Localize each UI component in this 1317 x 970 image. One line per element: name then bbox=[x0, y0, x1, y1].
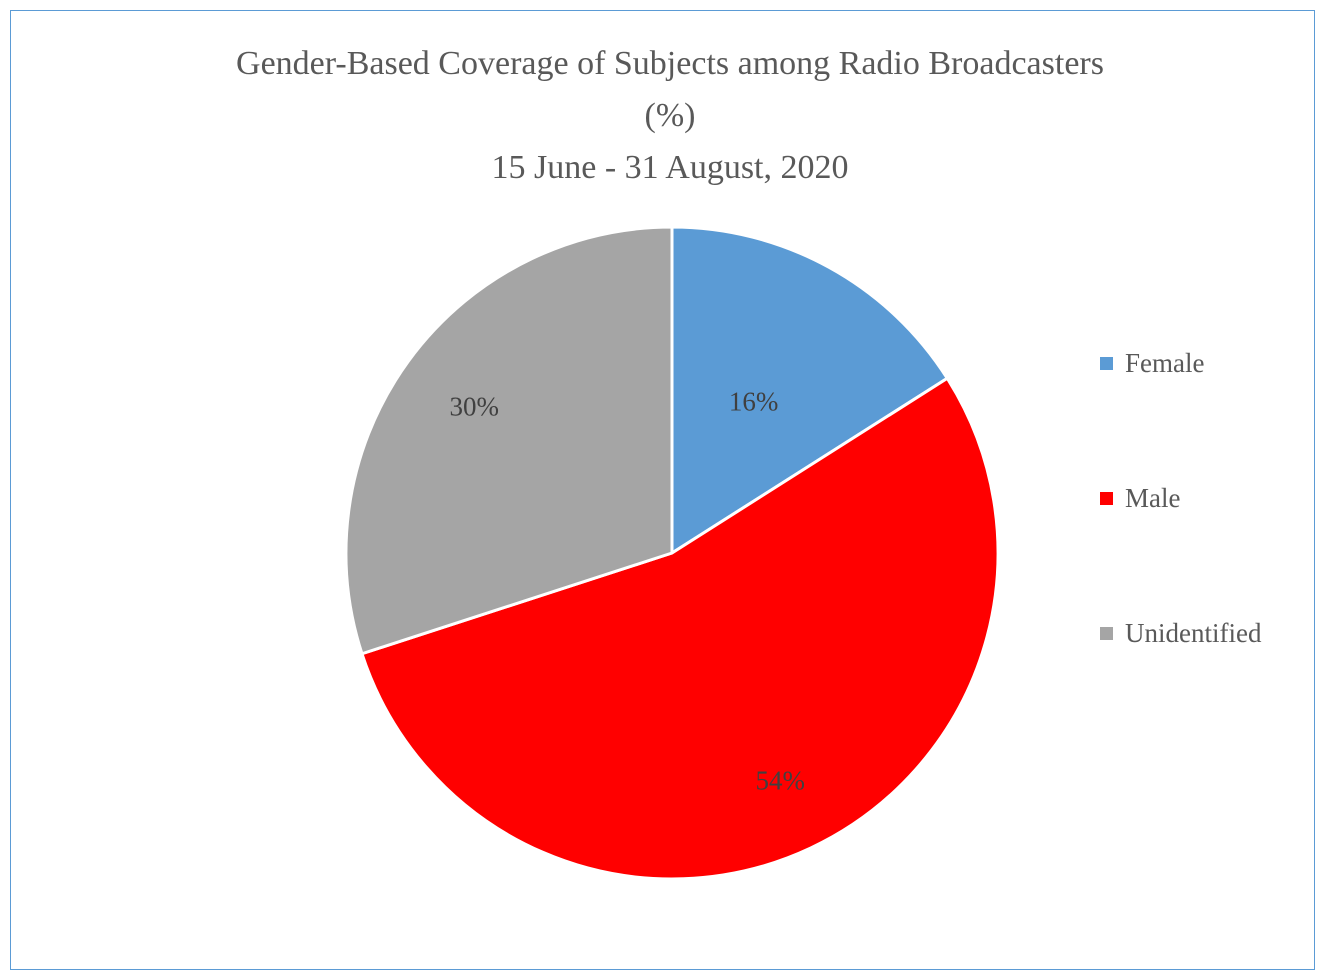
legend-item-unidentified: Unidentified bbox=[1100, 618, 1261, 649]
data-label-male: 54% bbox=[756, 765, 806, 795]
legend-swatch-female bbox=[1100, 357, 1113, 370]
chart-title-line-1: Gender-Based Coverage of Subjects among … bbox=[236, 45, 1104, 82]
data-label-unidentified: 30% bbox=[449, 391, 499, 421]
pie-slice-female bbox=[670, 225, 949, 555]
legend-swatch-unidentified bbox=[1100, 627, 1113, 640]
pie-slice-male bbox=[360, 376, 1000, 881]
legend-item-female: Female bbox=[1100, 348, 1204, 379]
chart-title-line-3: 15 June - 31 August, 2020 bbox=[491, 149, 849, 186]
chart-title-line-2: (%) bbox=[644, 97, 696, 134]
data-label-female: 16% bbox=[729, 387, 779, 417]
chart-title: Gender-Based Coverage of Subjects among … bbox=[0, 38, 1317, 194]
legend-swatch-male bbox=[1100, 492, 1113, 505]
legend-label-unidentified: Unidentified bbox=[1125, 618, 1262, 648]
legend-item-male: Male bbox=[1100, 483, 1180, 514]
legend-label-male: Male bbox=[1125, 483, 1181, 513]
legend-label-female: Female bbox=[1125, 348, 1205, 378]
pie-slice-unidentified bbox=[344, 225, 674, 656]
